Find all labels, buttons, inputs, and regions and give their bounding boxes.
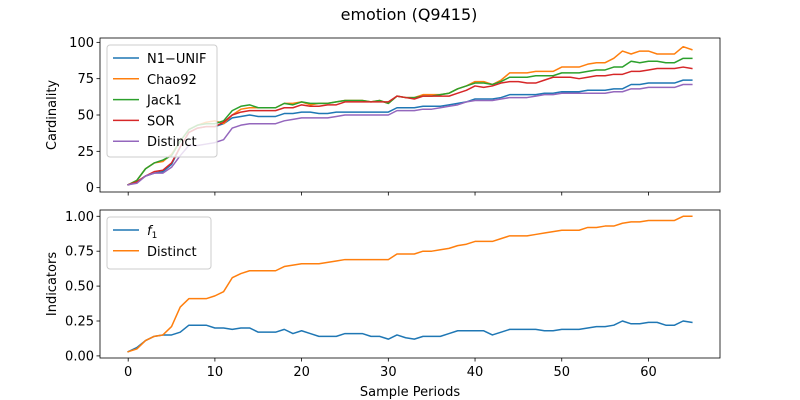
x-tick-label: 60 xyxy=(640,365,657,380)
legend-label: Distinct xyxy=(147,245,197,260)
axes-frame xyxy=(99,209,721,359)
y-tick-label: 50 xyxy=(77,109,94,124)
y-axis-label: Indicators xyxy=(45,252,60,316)
x-tick-label: 50 xyxy=(553,365,570,380)
x-tick-label: 10 xyxy=(207,365,224,380)
legend-label: Chao92 xyxy=(147,73,197,88)
legend-label: N1−UNIF xyxy=(147,52,206,67)
legend-label: Distinct xyxy=(147,135,197,150)
series-line-0-4 xyxy=(127,83,693,186)
y-tick-label: 0.00 xyxy=(65,349,94,364)
legend-label: f1 xyxy=(147,224,157,241)
series-line-0-0 xyxy=(127,79,693,186)
x-tick-label: 20 xyxy=(293,365,310,380)
legend-box xyxy=(106,216,212,270)
y-tick-label: 0.25 xyxy=(65,315,94,330)
legend-label: Jack1 xyxy=(146,94,182,109)
y-tick-label: 0 xyxy=(86,181,94,196)
legend-label: SOR xyxy=(147,114,175,129)
y-tick-label: 75 xyxy=(77,72,94,87)
y-tick-label: 1.00 xyxy=(65,210,94,225)
y-axis-label: Cardinality xyxy=(45,80,60,151)
figure-title: emotion (Q9415) xyxy=(341,5,478,24)
y-tick-label: 0.75 xyxy=(65,245,94,260)
x-tick-label: 40 xyxy=(467,365,484,380)
x-axis-label: Sample Periods xyxy=(360,385,460,400)
indicators-panel: 0.00 0.25 0.50 0.75 1.00 0 10 20 30 40 50 60 Indicat… xyxy=(45,209,721,400)
series-line-1-0 xyxy=(127,320,693,353)
series-line-0-3 xyxy=(127,66,693,186)
series-line-1-1 xyxy=(127,215,693,353)
y-tick-label: 100 xyxy=(69,36,94,51)
x-tick-label: 30 xyxy=(380,365,397,380)
cardinality-panel: 0 25 50 75 100 Cardinality N1−UNIF Chao92 Jack1 S… xyxy=(45,36,721,196)
legend: f1 Distinct xyxy=(106,216,212,270)
x-tick-label: 0 xyxy=(124,365,132,380)
legend-box xyxy=(106,44,218,158)
y-tick-label: 0.50 xyxy=(65,280,94,295)
legend: N1−UNIF Chao92 Jack1 SOR Distinct xyxy=(106,44,218,158)
y-tick-label: 25 xyxy=(77,145,94,160)
